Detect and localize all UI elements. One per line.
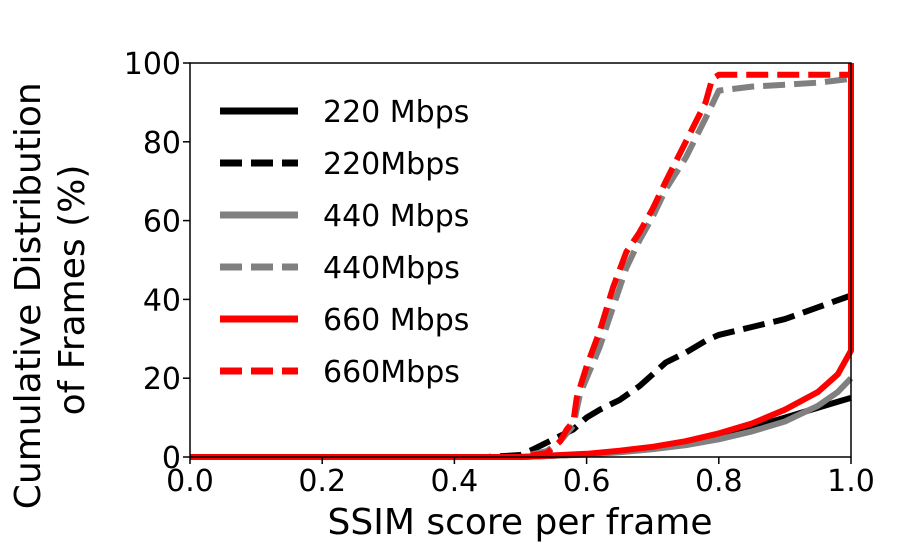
x-tick-label: 0.6 — [563, 464, 611, 499]
legend-label-2: 220Mbps — [323, 147, 460, 182]
y-axis-label-line-2: of Frames (%) — [52, 165, 93, 416]
axis-ticks: 0.0 0.2 0.4 0.6 0.8 1.0 0 20 40 60 80 100 — [124, 47, 875, 499]
plot-lines — [190, 63, 854, 460]
x-tick-label: 0.2 — [298, 464, 346, 499]
y-tick-label: 0 — [162, 441, 181, 476]
plot-frame — [189, 62, 852, 458]
x-tick-label: 0.4 — [431, 464, 479, 499]
y-tick-label: 60 — [143, 205, 181, 240]
legend-label-3: 440 Mbps — [323, 199, 469, 234]
x-tick-label: 0.0 — [166, 464, 214, 499]
y-axis-label: Cumulative Distribution of Frames (%) — [8, 71, 93, 509]
y-tick-label: 20 — [143, 362, 181, 397]
x-tick-label: 1.0 — [827, 464, 875, 499]
x-tick-label: 0.8 — [695, 464, 743, 499]
series-line-1 — [190, 395, 852, 460]
series-line-3 — [190, 376, 854, 460]
legend-label-1: 220 Mbps — [323, 95, 469, 130]
legend-label-5: 660 Mbps — [323, 303, 469, 338]
legend: 220 Mbps 220Mbps 440 Mbps 440Mbps 660 Mbps 66… — [220, 95, 469, 390]
series-line-5 — [190, 63, 854, 460]
series-line-6 — [190, 71, 851, 460]
y-tick-label: 80 — [143, 126, 181, 161]
y-axis-label-line-1: Cumulative Distribution — [8, 82, 49, 509]
y-tick-label: 100 — [124, 47, 181, 82]
legend-label-4: 440Mbps — [323, 251, 460, 286]
y-tick-label: 40 — [143, 283, 181, 318]
legend-label-6: 660Mbps — [323, 355, 460, 390]
series-line-2 — [190, 292, 853, 460]
x-axis-label: SSIM score per frame — [328, 502, 713, 543]
